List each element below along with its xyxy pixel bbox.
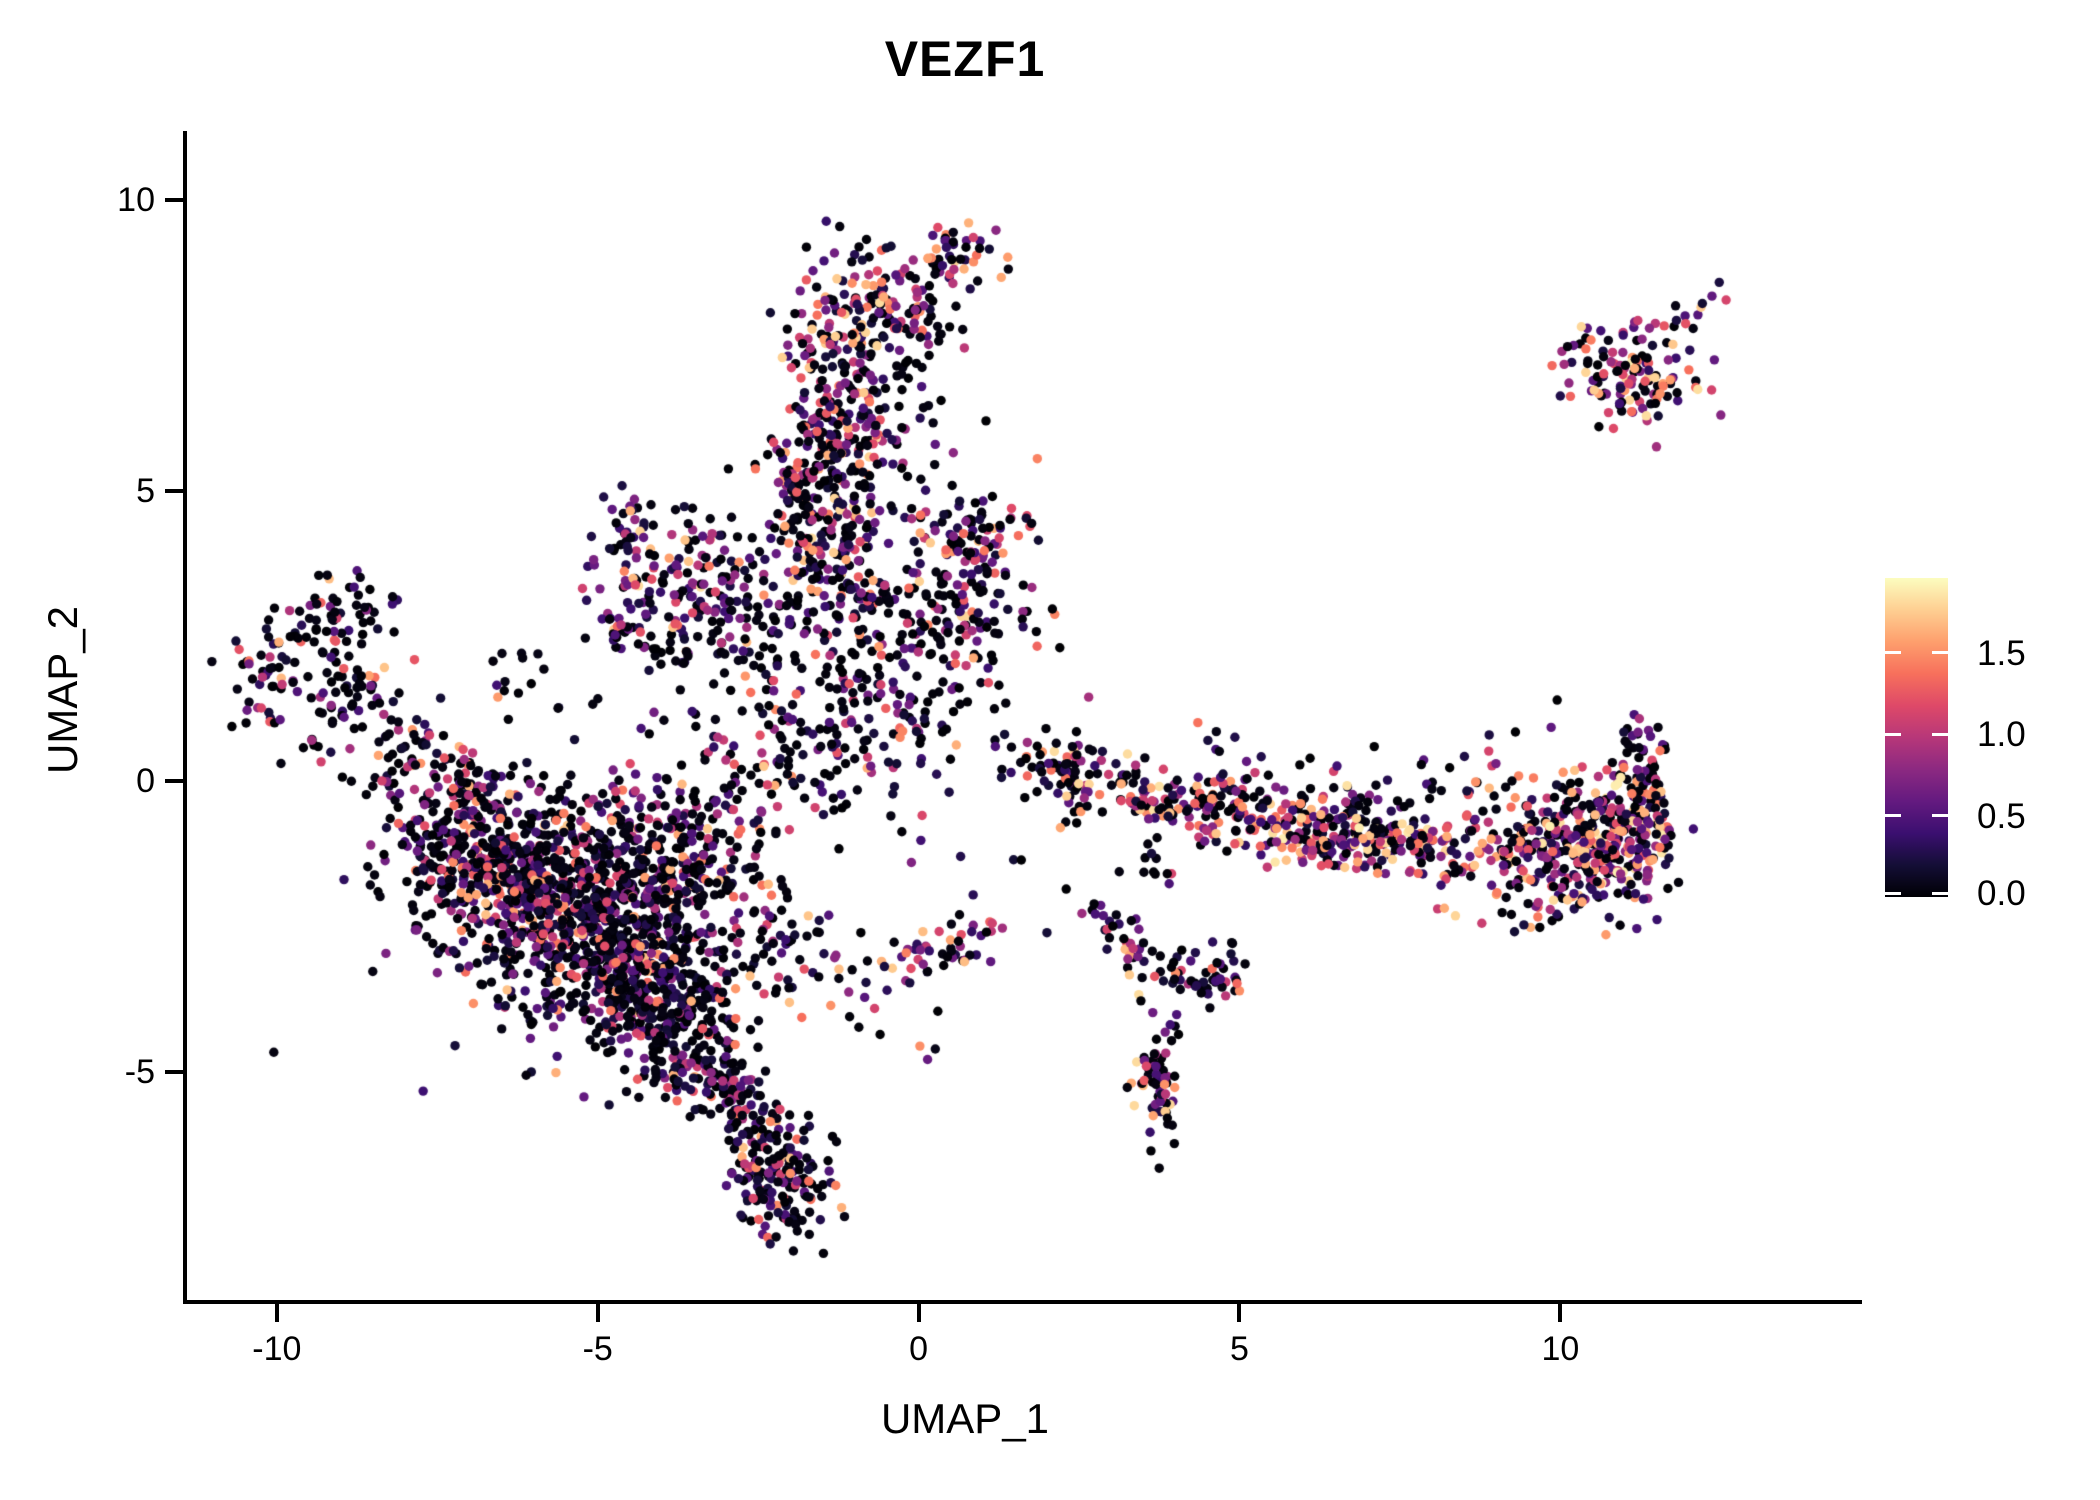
- y-tick-label: 10: [117, 180, 155, 219]
- plot-title: VEZF1: [884, 31, 1046, 87]
- legend-tick: [1932, 732, 1948, 736]
- x-tick: [1237, 1304, 1242, 1322]
- y-tick: [165, 779, 183, 784]
- y-tick: [165, 488, 183, 493]
- legend-tick: [1885, 651, 1901, 655]
- legend-tick-label: 1.5: [1977, 633, 2026, 673]
- legend-colorbar: [1885, 578, 1948, 897]
- x-tick-label: 10: [1541, 1330, 1580, 1368]
- legend-tick: [1885, 891, 1901, 895]
- legend-tick: [1932, 651, 1948, 655]
- legend-tick: [1932, 814, 1948, 818]
- legend-tick-label: 1.0: [1977, 715, 2026, 755]
- y-axis-title: UMAP_2: [39, 605, 86, 775]
- x-tick: [595, 1304, 600, 1322]
- y-tick: [165, 1070, 183, 1075]
- legend-tick: [1885, 732, 1901, 736]
- legend-tick-label: 0.0: [1977, 874, 2026, 913]
- x-tick-label: -10: [252, 1330, 302, 1368]
- x-tick: [1558, 1304, 1563, 1322]
- legend-tick: [1885, 814, 1901, 818]
- y-tick-label: -5: [124, 1053, 155, 1092]
- x-tick-label: 5: [1230, 1330, 1249, 1368]
- y-tick: [165, 197, 183, 202]
- legend-tick: [1932, 891, 1948, 895]
- x-tick-label: -5: [582, 1330, 613, 1368]
- x-tick-label: 0: [909, 1330, 929, 1368]
- y-tick-label: 0: [136, 762, 155, 801]
- legend-tick-label: 0.5: [1977, 796, 2026, 836]
- x-tick: [274, 1304, 279, 1322]
- y-axis-line: [183, 131, 187, 1304]
- x-axis-title: UMAP_1: [880, 1395, 1050, 1442]
- x-tick: [916, 1304, 921, 1322]
- x-axis-line: [183, 1300, 1862, 1304]
- y-tick-label: 5: [136, 471, 155, 510]
